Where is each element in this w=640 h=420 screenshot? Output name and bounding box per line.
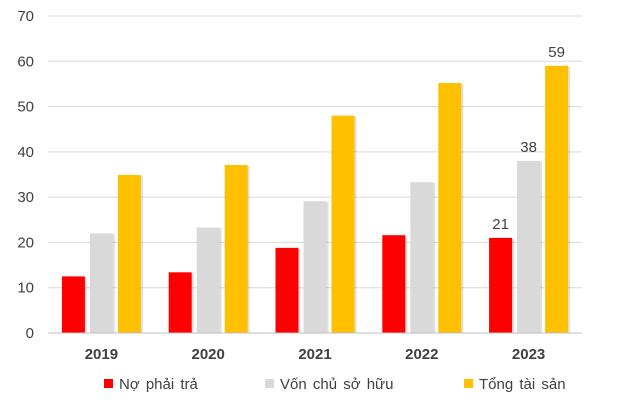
y-tick-label: 50	[17, 99, 34, 116]
legend-swatch	[464, 379, 473, 388]
y-axis-ticks: 0 10 20 30 40 50 60 70	[17, 8, 34, 342]
y-tick-label: 20	[17, 234, 34, 251]
bar-no-phai-tra	[168, 272, 192, 333]
bar-von-chu-so-huu	[517, 160, 541, 333]
bar-no-phai-tra	[275, 247, 299, 333]
y-tick-label: 30	[17, 189, 34, 206]
bar-von-chu-so-huu	[196, 227, 220, 333]
legend: Nợ phải trả Vốn chủ sở hữu Tổng tài sản	[104, 376, 566, 393]
y-tick-label: 10	[17, 280, 34, 297]
bars	[61, 65, 571, 334]
bar-no-phai-tra	[489, 237, 513, 333]
data-labels: 21 38 59	[492, 44, 565, 233]
x-category-label: 2020	[192, 346, 225, 363]
x-axis-categories: 2019 2020 2021 2022 2023	[85, 346, 546, 363]
legend-swatch	[104, 379, 113, 388]
bar-von-chu-so-huu	[89, 233, 113, 333]
bar-tong-tai-san	[545, 65, 569, 334]
y-tick-label: 0	[26, 325, 34, 342]
data-label: 38	[520, 139, 537, 156]
y-tick-label: 70	[17, 8, 34, 25]
y-tick-label: 60	[17, 53, 34, 70]
x-category-label: 2022	[405, 346, 438, 363]
bar-von-chu-so-huu	[303, 201, 327, 333]
bar-von-chu-so-huu	[410, 182, 434, 333]
x-category-label: 2019	[85, 346, 118, 363]
x-category-label: 2023	[512, 346, 545, 363]
bar-tong-tai-san	[438, 83, 462, 333]
data-label: 59	[548, 44, 565, 61]
legend-label: Nợ phải trả	[119, 376, 199, 393]
bar-tong-tai-san	[117, 174, 141, 333]
bar-tong-tai-san	[224, 164, 248, 333]
y-tick-label: 40	[17, 144, 34, 161]
legend-label: Vốn chủ sở hữu	[280, 376, 393, 393]
bar-tong-tai-san	[331, 115, 355, 333]
bar-no-phai-tra	[382, 235, 406, 333]
legend-label: Tổng tài sản	[479, 376, 566, 393]
x-category-label: 2021	[298, 346, 331, 363]
legend-swatch	[265, 379, 274, 388]
data-label: 21	[492, 216, 509, 233]
bar-no-phai-tra	[61, 276, 85, 333]
